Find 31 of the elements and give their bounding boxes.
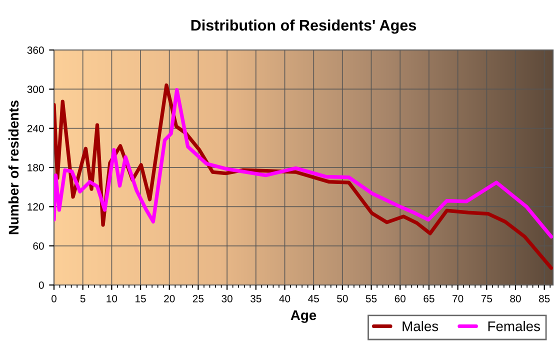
x-tick-label: 25 — [192, 294, 204, 302]
y-tick-label: 360 — [27, 46, 44, 54]
x-tick-label: 45 — [308, 295, 319, 302]
x-tick-label: 0 — [52, 294, 56, 302]
legend-label: Males — [402, 321, 438, 332]
x-tick-label: 20 — [164, 294, 175, 302]
x-tick-label: 5 — [80, 295, 86, 302]
legend-label: Females — [488, 321, 540, 332]
x-tick-label: 55 — [366, 295, 377, 302]
x-tick-label: 30 — [222, 294, 232, 302]
x-tick-label: 80 — [510, 294, 521, 302]
y-tick-label: 60 — [33, 242, 44, 250]
x-tick-label: 40 — [279, 294, 290, 302]
y-tick-label: 300 — [27, 86, 44, 94]
x-tick-label: 65 — [424, 294, 434, 302]
y-tick-label: 240 — [27, 124, 44, 132]
x-tick-label: 15 — [136, 295, 146, 302]
y-tick-label: 180 — [28, 164, 44, 172]
x-tick-label: 10 — [106, 294, 118, 302]
x-tick-label: 60 — [394, 294, 406, 302]
x-axis-title: Age — [290, 310, 316, 323]
x-tick-label: 70 — [452, 294, 464, 302]
x-tick-label: 75 — [481, 295, 492, 302]
y-tick-label: 0 — [38, 282, 44, 289]
x-tick-label: 85 — [539, 294, 550, 302]
y-tick-label: 120 — [28, 203, 44, 211]
x-tick-label: 35 — [250, 294, 262, 302]
x-tick-label: 50 — [337, 294, 348, 302]
line-series — [54, 88, 553, 238]
chart-title: Distribution of Residents' Ages — [191, 19, 416, 34]
y-axis-title: Number of residents — [8, 100, 19, 234]
